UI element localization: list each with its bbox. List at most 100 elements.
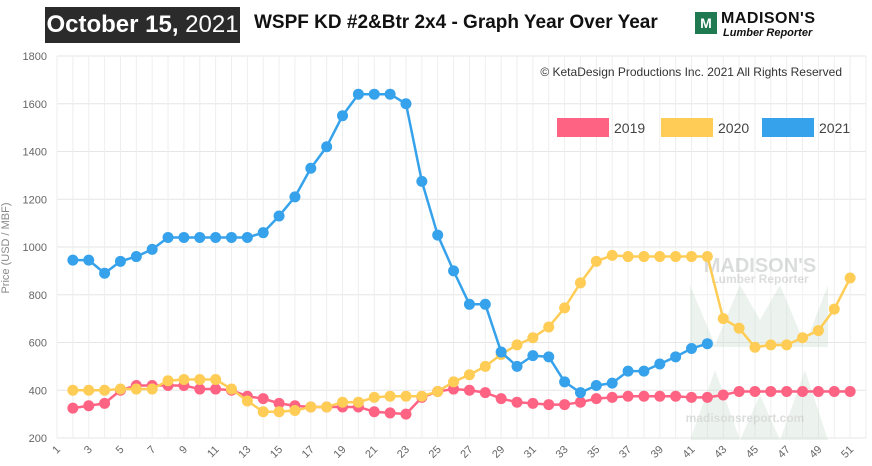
data-point-2020 [162, 375, 174, 387]
data-point-2019 [559, 399, 571, 411]
data-point-2020 [384, 390, 396, 402]
data-point-2019 [273, 397, 285, 409]
copyright-note: © KetaDesign Productions Inc. 2021 All R… [540, 65, 842, 79]
data-point-2020 [559, 302, 571, 314]
x-tick-label: 23 [395, 444, 412, 461]
data-point-2021 [210, 231, 222, 243]
data-point-2019 [400, 408, 412, 420]
watermark-line1: MADISON'S [704, 255, 817, 277]
data-point-2021 [463, 298, 475, 310]
legend-swatch-2021 [762, 118, 814, 137]
data-point-2021 [606, 377, 618, 389]
data-point-2021 [384, 88, 396, 100]
data-point-2020 [765, 339, 777, 351]
data-point-2021 [83, 254, 95, 266]
data-point-2019 [83, 400, 95, 412]
x-tick-label: 37 [617, 444, 634, 461]
data-point-2021 [432, 229, 444, 241]
x-tick-label: 45 [744, 444, 761, 461]
watermark-line2: Lumber Reporter [711, 272, 809, 286]
data-point-2021 [368, 88, 380, 100]
data-point-2021 [321, 141, 333, 153]
legend-swatch-2020 [661, 118, 713, 137]
data-point-2020 [67, 384, 79, 396]
data-point-2020 [606, 249, 618, 261]
x-tick-label: 29 [490, 444, 507, 461]
data-point-2019 [511, 396, 523, 408]
x-tick-label: 27 [458, 444, 475, 461]
data-point-2019 [733, 385, 745, 397]
data-point-2021 [543, 351, 555, 363]
data-point-2020 [701, 251, 713, 263]
legend-swatch-2019 [557, 118, 609, 137]
data-point-2019 [765, 385, 777, 397]
x-tick-label: 1 [50, 444, 63, 457]
data-point-2020 [83, 384, 95, 396]
data-point-2020 [717, 313, 729, 325]
data-point-2020 [797, 332, 809, 344]
x-tick-label: 41 [680, 444, 697, 461]
data-point-2021 [146, 243, 158, 255]
chart-title: WSPF KD #2&Btr 2x4 - Graph Year Over Yea… [254, 12, 658, 33]
y-tick-label: 800 [29, 290, 47, 302]
legend-label-2020: 2020 [718, 120, 749, 136]
data-point-2020 [511, 339, 523, 351]
data-point-2021 [257, 227, 269, 239]
y-tick-label: 400 [29, 385, 47, 397]
madisons-logo: M MADISON'S Lumber Reporter [695, 10, 845, 40]
data-point-2021 [241, 231, 253, 243]
y-tick-label: 600 [29, 338, 47, 350]
data-point-2020 [448, 376, 460, 388]
data-point-2021 [225, 231, 237, 243]
x-tick-label: 15 [268, 444, 285, 461]
y-tick-label: 1800 [23, 51, 47, 63]
data-point-2021 [701, 338, 713, 350]
data-point-2019 [828, 385, 840, 397]
data-point-2021 [638, 365, 650, 377]
data-point-2020 [368, 391, 380, 403]
data-point-2019 [686, 391, 698, 403]
data-point-2020 [337, 396, 349, 408]
legend-label-2021: 2021 [819, 120, 850, 136]
data-point-2020 [622, 251, 634, 263]
legend-label-2019: 2019 [614, 120, 645, 136]
data-point-2020 [257, 406, 269, 418]
data-point-2019 [479, 387, 491, 399]
x-tick-label: 35 [585, 444, 602, 461]
data-point-2020 [527, 332, 539, 344]
watermark-url: madisonsreport.com [686, 411, 805, 425]
date-day: October 15, [46, 11, 179, 38]
x-tick-label: 33 [554, 444, 571, 461]
x-tick-label: 3 [82, 444, 95, 457]
data-point-2021 [590, 379, 602, 391]
date-badge: October 15, 2021 [45, 7, 240, 43]
x-tick-label: 39 [649, 444, 666, 461]
data-point-2021 [559, 376, 571, 388]
x-tick-label: 5 [114, 444, 127, 457]
x-tick-label: 31 [522, 444, 539, 461]
x-tick-label: 25 [427, 444, 444, 461]
data-point-2019 [527, 397, 539, 409]
data-point-2019 [590, 393, 602, 405]
x-tick-label: 13 [236, 444, 253, 461]
data-point-2020 [130, 383, 142, 395]
data-point-2020 [273, 406, 285, 418]
data-point-2020 [416, 390, 428, 402]
data-point-2019 [638, 390, 650, 402]
data-point-2021 [67, 254, 79, 266]
x-tick-label: 9 [177, 444, 190, 457]
data-point-2021 [273, 210, 285, 222]
x-tick-label: 17 [300, 444, 317, 461]
data-point-2021 [622, 365, 634, 377]
data-point-2019 [210, 383, 222, 395]
data-point-2019 [368, 406, 380, 418]
data-point-2021 [400, 98, 412, 110]
data-point-2019 [844, 385, 856, 397]
data-point-2021 [194, 231, 206, 243]
data-point-2020 [352, 396, 364, 408]
data-point-2021 [670, 351, 682, 363]
data-point-2020 [225, 383, 237, 395]
data-point-2021 [130, 251, 142, 263]
legend: 2019 2020 2021 [557, 118, 850, 137]
